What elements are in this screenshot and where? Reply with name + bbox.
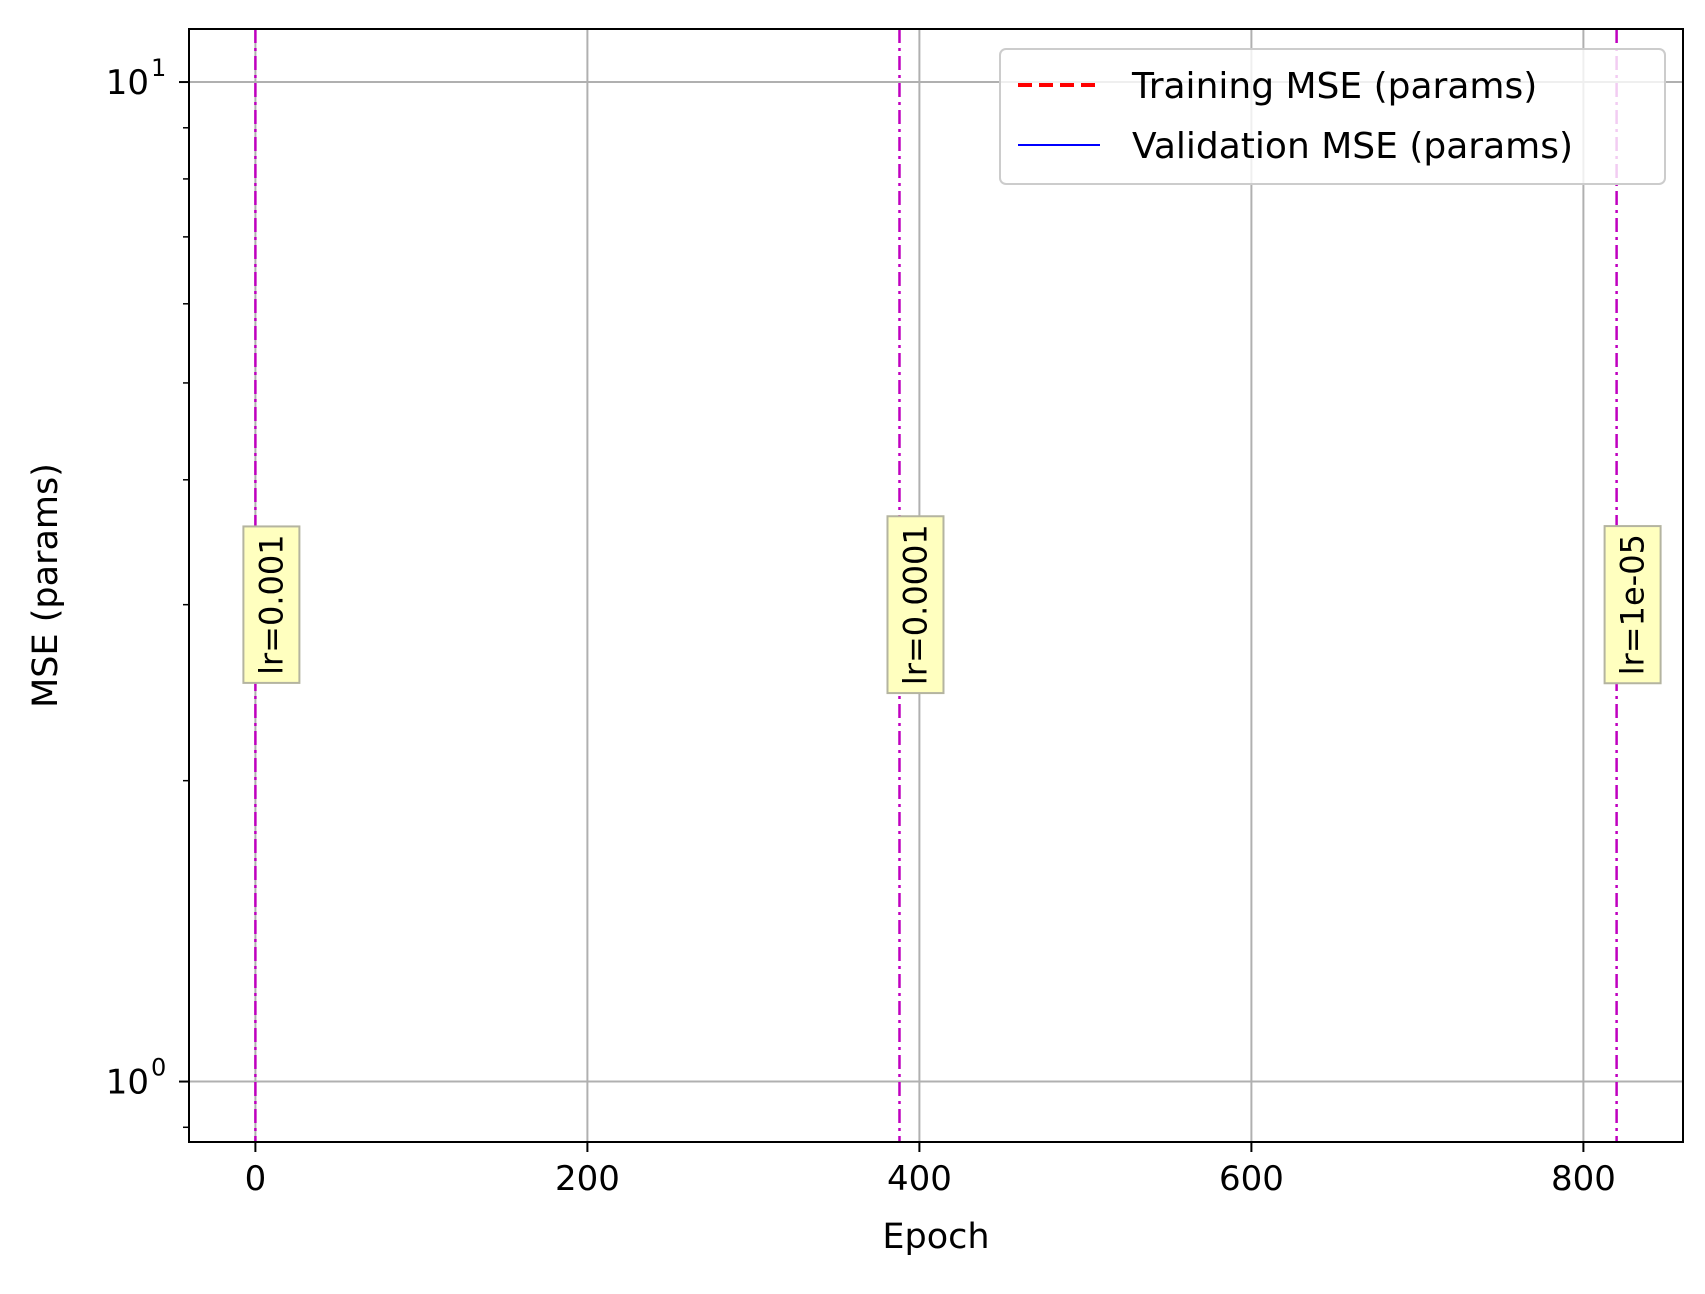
- x-tick-label: 400: [887, 1159, 952, 1199]
- lr-label-text: lr=0.001: [252, 534, 290, 674]
- legend-entry: Validation MSE (params): [1132, 126, 1573, 167]
- x-tick-label: 0: [245, 1159, 267, 1199]
- y-tick-exponent: 0: [151, 1054, 166, 1082]
- lr-label-box: [886, 515, 945, 695]
- y-tick-label: 10: [106, 1063, 149, 1103]
- x-tick-label: 600: [1219, 1159, 1284, 1199]
- plot-frame: [188, 28, 1684, 1143]
- legend: Training MSE (params) Validation MSE (par…: [999, 48, 1666, 185]
- lr-label-text: lr=0.0001: [896, 524, 934, 685]
- lr-markers: lr=0.001 lr=0.0001 lr=1e-05: [242, 29, 1662, 1142]
- lr-label-text: lr=1e-05: [1614, 534, 1652, 675]
- lr-label-box: [1603, 525, 1662, 685]
- legend-box: [999, 48, 1666, 185]
- x-axis-label: Epoch: [882, 1217, 989, 1257]
- y-tick-label: 10: [106, 63, 149, 103]
- legend-entry: Training MSE (params): [1131, 66, 1537, 107]
- y-tick-exponent: 1: [151, 54, 166, 82]
- lr-marker-label: lr=1e-05: [1603, 525, 1662, 685]
- y-axis-label: MSE (params): [26, 463, 66, 708]
- lr-marker-label: lr=0.0001: [886, 515, 945, 695]
- lr-label-box: [242, 525, 301, 684]
- x-tick-label: 200: [555, 1159, 620, 1199]
- lr-marker-label: lr=0.001: [242, 525, 301, 684]
- x-tick-label: 800: [1551, 1159, 1616, 1199]
